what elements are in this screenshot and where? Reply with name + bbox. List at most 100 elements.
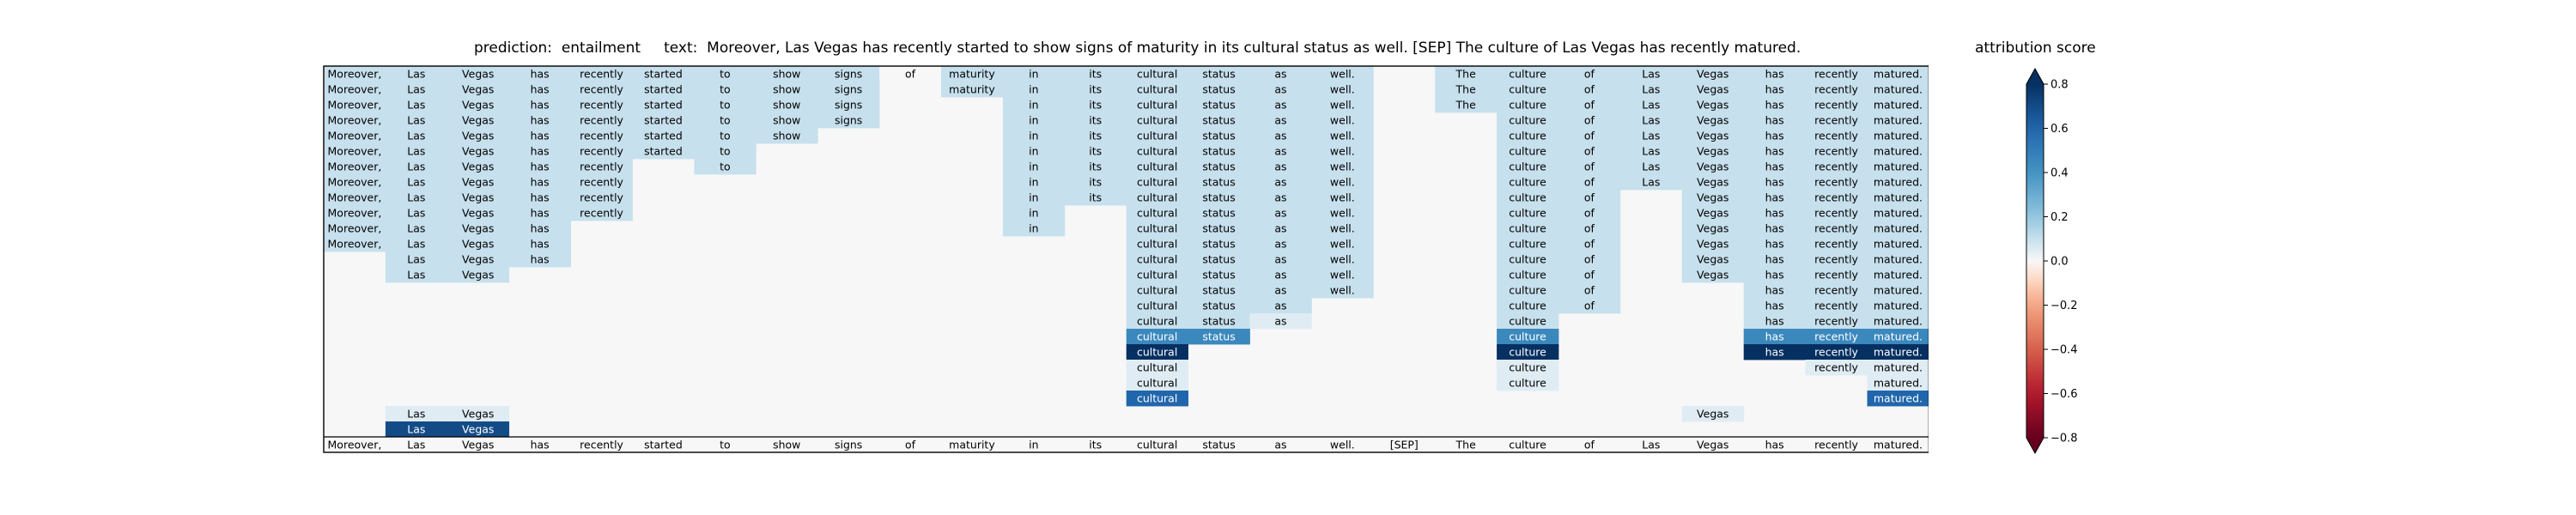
cell-token-label: as [1274,284,1286,297]
cell-token-label: Vegas [462,222,494,235]
heatmap-cell [632,437,695,453]
heatmap-cell [756,66,818,82]
heatmap-cell [447,406,510,422]
cell-token-label: maturity [949,68,995,81]
heatmap-cell [1188,174,1250,191]
cell-token-label: status [1202,99,1235,112]
heatmap-cell [1435,66,1498,82]
heatmap-cell [1743,313,1806,330]
heatmap-cell [1249,66,1312,82]
cell-token-label: cultural [1137,284,1177,297]
heatmap-cell [570,143,633,160]
cell-token-label: Moreover, [328,99,382,112]
cell-token-label: Las [1642,99,1660,112]
cell-token-label: Vegas [1697,222,1728,235]
cell-token-label: culture [1509,269,1546,282]
heatmap-cell [1743,82,1806,98]
cell-token-label: has [1765,222,1784,235]
cell-token-label: Vegas [462,83,494,96]
cell-token-label: Las [407,423,425,436]
heatmap-cell [632,128,695,144]
cell-token-label: Vegas [1697,161,1728,173]
cell-token-label: of [1584,68,1595,81]
cell-token-label: recently [1814,145,1858,158]
cell-token-label: has [1765,191,1784,204]
heatmap-cell [1867,313,1929,330]
cell-token-label: status [1202,300,1235,312]
heatmap-cell [1867,437,1929,453]
heatmap-cell [1497,251,1559,268]
heatmap-cell [1249,298,1312,314]
heatmap-cell [1126,174,1188,191]
heatmap-cell [1126,190,1188,206]
heatmap-cell [324,437,386,453]
heatmap-cell [1002,66,1066,82]
heatmap-cell [1188,112,1250,129]
cell-token-label: recently [580,99,623,112]
cell-token-label: in [1029,145,1038,158]
cell-token-label: cultural [1137,114,1177,127]
heatmap-cell [1064,159,1127,175]
cell-token-label: has [1765,300,1784,312]
heatmap-cell [1497,82,1559,98]
heatmap-cell [570,159,633,175]
heatmap-cell [1311,282,1374,299]
cell-token-label: cultural [1137,207,1177,220]
heatmap-cell [324,66,386,82]
cell-token-label: recently [1814,83,1858,96]
cell-token-label: Vegas [462,439,494,451]
cell-token-label: culture [1509,222,1546,235]
cell-token-label: status [1202,253,1235,266]
heatmap-cell [324,159,386,175]
colorbar-max-extension [2026,69,2044,84]
heatmap-cell [1743,267,1806,283]
cell-token-label: as [1274,300,1286,312]
cell-token-label: status [1202,330,1235,343]
cell-token-label: recently [1814,161,1858,173]
cell-token-label: cultural [1137,99,1177,112]
heatmap-cell [756,97,818,113]
heatmap-cell [1064,82,1127,98]
cell-token-label: Vegas [1697,253,1728,266]
cell-token-label: matured. [1874,145,1923,158]
cell-token-label: of [1584,222,1595,235]
heatmap-cell [1681,174,1745,191]
cell-token-label: as [1274,161,1286,173]
heatmap-cell [447,82,510,98]
heatmap-cell [1249,267,1312,283]
heatmap-cell [1743,205,1806,221]
heatmap-cell [1497,159,1559,175]
heatmap-cell [1311,221,1374,237]
heatmap-cell [1805,143,1868,160]
cell-token-label: Las [407,253,425,266]
heatmap-cell [1435,82,1498,98]
heatmap-cell [694,97,756,113]
cell-token-label: of [1584,99,1595,112]
heatmap-cell [1743,159,1806,175]
heatmap-cell [1619,97,1683,113]
cell-token-label: Las [1642,68,1660,81]
cell-token-label: to [720,114,731,127]
cell-token-label: started [644,83,683,96]
heatmap-cell [1126,159,1188,175]
heatmap-cell [1311,66,1374,82]
cell-token-label: has [531,191,550,204]
cell-token-label: its [1089,145,1102,158]
cell-token-label: Moreover, [328,83,382,96]
colorbar-tick-label: −0.8 [2050,433,2078,445]
heatmap-cell [1188,159,1250,175]
heatmap-cell [1681,97,1745,113]
heatmap-cell [1311,437,1374,453]
cell-token-label: culture [1509,130,1546,142]
cell-token-label: has [531,83,550,96]
heatmap-cell [1743,282,1806,299]
heatmap-cell [1497,375,1559,391]
cell-token-label: well. [1330,284,1355,297]
heatmap-cell [385,112,448,129]
heatmap-cell [1805,128,1868,144]
cell-token-label: in [1029,222,1038,235]
cell-token-label: of [1584,161,1595,173]
cell-token-label: show [773,439,800,451]
heatmap-cell [1681,143,1745,160]
